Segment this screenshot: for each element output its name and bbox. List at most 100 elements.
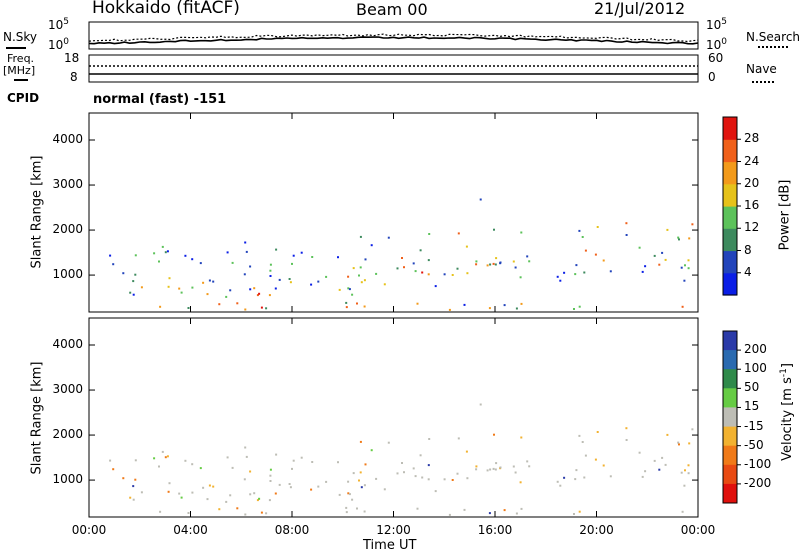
velocity-echo-point xyxy=(310,488,313,491)
power-echo-point xyxy=(153,252,156,255)
power-echo-point xyxy=(269,275,272,277)
power-echo-point xyxy=(514,266,517,269)
velocity-echo-point xyxy=(225,500,228,503)
power-echo-point xyxy=(167,285,170,288)
power-echo-point xyxy=(512,260,515,263)
velocity-echo-point xyxy=(345,506,348,509)
axis-ticks-layer xyxy=(88,113,699,517)
velocity-echo-point xyxy=(499,466,502,469)
power-cbar-tick-label: 24 xyxy=(744,153,760,168)
power-echo-point xyxy=(208,279,211,282)
velocity-echo-point xyxy=(609,475,612,478)
velocity-echo-point xyxy=(244,513,247,516)
power-echo-point xyxy=(661,251,664,254)
velocity-cbar-tick-label: -200 xyxy=(744,475,772,490)
velocity-echo-point xyxy=(434,490,437,493)
velocity-echo-point xyxy=(489,468,492,471)
power-echo-point xyxy=(489,263,492,266)
velocity-echo-point xyxy=(347,492,350,495)
power-echo-point xyxy=(492,262,495,265)
velocity-echo-point xyxy=(581,441,584,443)
power-echo-point xyxy=(666,228,669,231)
power-echo-point xyxy=(364,258,367,261)
power-echo-point xyxy=(515,307,518,310)
velocity-echo-point xyxy=(528,465,531,468)
velocity-echo-point xyxy=(352,472,355,475)
velocity-echo-point xyxy=(479,403,482,406)
power-echo-point xyxy=(677,236,680,239)
velocity-echo-point xyxy=(249,493,252,496)
velocity-ylabel: Slant Range [km] xyxy=(29,361,45,475)
power-ylabel: Slant Range [km] xyxy=(29,155,45,269)
velocity-echo-point xyxy=(575,469,578,472)
beam-title: Beam 00 xyxy=(356,0,428,19)
velocity-echo-point xyxy=(360,486,363,489)
power-echo-point xyxy=(218,303,221,306)
power-echo-point xyxy=(451,274,454,276)
power-echo-point xyxy=(625,234,628,236)
power-echo-point xyxy=(202,281,205,284)
velocity-cbar-tick-label: 200 xyxy=(744,342,767,357)
velocity-echo-point xyxy=(578,434,581,437)
velocity-echo-point xyxy=(218,508,221,511)
velocity-echo-point xyxy=(644,470,647,473)
velocity-echo-point xyxy=(236,507,239,510)
power-echo-point xyxy=(463,303,466,306)
power-echo-point xyxy=(164,251,167,254)
power-cbar-tick-label: 8 xyxy=(744,242,752,257)
velocity-echo-point xyxy=(122,477,125,480)
power-cbar-swatch xyxy=(723,250,737,274)
velocity-echo-point xyxy=(184,459,187,462)
velocity-cbar-swatch xyxy=(723,426,737,447)
power-cbar-tick-label: 12 xyxy=(744,220,760,235)
velocity-echo-point xyxy=(159,510,162,513)
velocity-cbar-swatch xyxy=(723,445,737,466)
power-echo-point xyxy=(278,278,281,281)
power-echo-point xyxy=(122,272,125,275)
power-echo-point xyxy=(493,228,495,231)
velocity-echo-point xyxy=(684,469,686,472)
velocity-echo-point xyxy=(625,439,628,441)
velocity-echo-point xyxy=(578,510,581,513)
freq-right-tick-top: 60 xyxy=(708,51,724,65)
freq-panel-frame xyxy=(88,54,699,83)
velocity-echo-point xyxy=(451,479,454,481)
power-echo-point xyxy=(352,267,355,270)
velocity-echo-point xyxy=(563,476,566,479)
power-echo-point xyxy=(563,271,566,274)
velocity-echo-point xyxy=(191,491,194,494)
power-cbar-tick-label: 16 xyxy=(744,198,760,212)
power-echo-point xyxy=(427,259,430,262)
velocity-echo-point xyxy=(465,450,468,453)
power-echo-point xyxy=(166,250,169,253)
power-echo-point xyxy=(275,248,278,251)
power-echo-point xyxy=(244,241,247,244)
power-echo-point xyxy=(520,231,523,234)
velocity-echo-point xyxy=(359,471,362,474)
y-tick-label: 2000 xyxy=(52,222,83,237)
velocity-echo-point xyxy=(178,492,181,495)
power-echo-point xyxy=(383,283,386,286)
power-echo-point xyxy=(347,275,350,278)
power-cbar-swatch xyxy=(723,206,737,229)
velocity-echo-point xyxy=(158,465,160,468)
velocity-echo-point xyxy=(199,467,202,470)
power-echo-point xyxy=(236,302,239,305)
velocity-echo-point xyxy=(383,488,386,491)
nsearch-series-line xyxy=(88,33,699,43)
power-echo-point xyxy=(268,294,271,297)
power-echo-point xyxy=(311,256,314,258)
power-echo-point xyxy=(412,262,415,265)
velocity-echo-point xyxy=(666,433,669,436)
power-echo-point xyxy=(427,273,430,276)
velocity-echo-point xyxy=(291,467,293,470)
velocity-echo-point xyxy=(661,456,664,459)
velocity-echo-point xyxy=(274,492,277,495)
velocity-echo-point xyxy=(265,512,268,515)
power-echo-point xyxy=(528,260,531,263)
velocity-echo-point xyxy=(594,458,597,461)
velocity-echo-point xyxy=(466,477,469,480)
velocity-echo-point xyxy=(153,457,156,460)
power-echo-point xyxy=(338,288,341,291)
power-echo-point xyxy=(356,302,358,305)
